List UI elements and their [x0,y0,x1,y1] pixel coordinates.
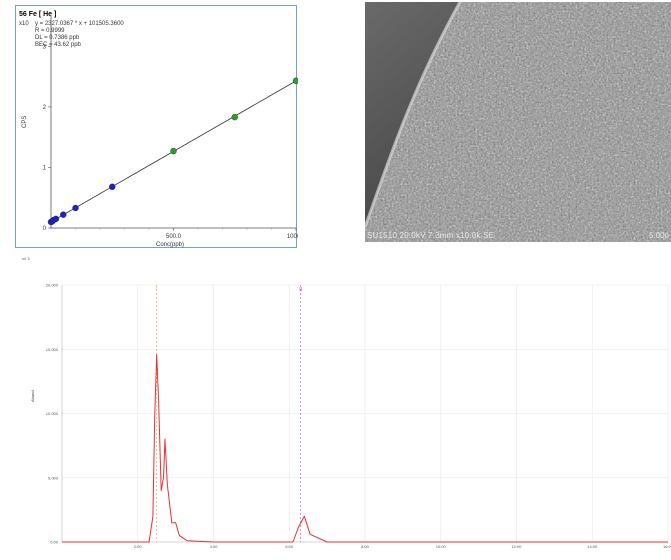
spec-y-tick-label: 20,000 [46,283,59,288]
spec-ylabel: Abund [30,390,35,402]
calib-y-tick-label: 1 [43,165,47,171]
calib-dl: DL = 0.7386 ppb [35,35,80,41]
spec-y-tick-label: 0.00 [50,540,59,545]
spec-y-tick-label: 15,000 [46,347,59,352]
chromatogram-plot-svg: ml 3 Abund 20,000 15,000 10,000 5,000 0.00 2:… [22,256,671,549]
calib-y-tick-label: 3 [43,44,47,50]
calib-ylabel: CPS [22,116,28,128]
sem-scale-label: 5.00u [648,231,669,240]
calib-y-tick-label: 0 [43,226,47,232]
spec-x-tick-label: 6:00 [285,544,294,549]
spec-x-tick-label: 10:00 [436,544,447,549]
sem-micrograph: SU1510 20.0kV 7.3mm x10.0k SE 5.00u [365,2,671,242]
spec-x-tick-label: 12:00 [511,544,522,549]
calibration-plot-svg: 56 Fe [ He ] x10 y = 2327.0367 * x + 101… [19,11,306,248]
calib-point [72,204,79,212]
calib-bec: BEC = 43.62 ppb [35,42,82,48]
calib-xlabel: Conc(ppb) [156,242,184,248]
sem-caption: SU1510 20.0kV 7.3mm x10.0k SE [367,231,495,240]
spec-trace-line [62,353,668,543]
calib-point [170,147,177,155]
spec-y-tick-label: 10,000 [46,411,59,416]
calibration-chart: 56 Fe [ He ] x10 y = 2327.0367 * x + 101… [15,5,306,248]
spec-x-tick-label: 14:00 [587,544,598,549]
spec-x-tick-label: 8:00 [361,544,370,549]
chromatogram-chart: ml 3 Abund 20,000 15,000 10,000 5,000 0.00 2:… [0,250,671,555]
calib-equation: y = 2327.0367 * x + 101505.3600 [35,21,124,27]
calib-x-tick-label: 1000.0 [287,234,298,240]
spec-x-tick-label: 4:00 [210,544,219,549]
calib-point [109,183,116,191]
spec-marker-label: I [156,287,157,293]
calib-point [52,215,60,223]
calib-x-tick-label: 500.0 [166,234,182,240]
calib-title: 56 Fe [ He ] [19,11,56,18]
calib-point [231,113,238,121]
calib-y-multiplier: x10 [19,21,29,27]
sem-image-svg [365,2,671,242]
calib-point [292,77,300,85]
spec-x-tick-label: 2:00 [134,544,143,549]
calib-r-value: R = 0.9999 [35,28,65,34]
spec-marker-label: II [299,287,302,293]
calib-point [60,211,67,218]
spec-x-tick-label: 16:00 [663,544,671,549]
spec-y-corner: ml 3 [22,256,30,261]
calib-y-tick-label: 2 [43,105,47,111]
spec-y-tick-label: 5,000 [48,475,59,480]
